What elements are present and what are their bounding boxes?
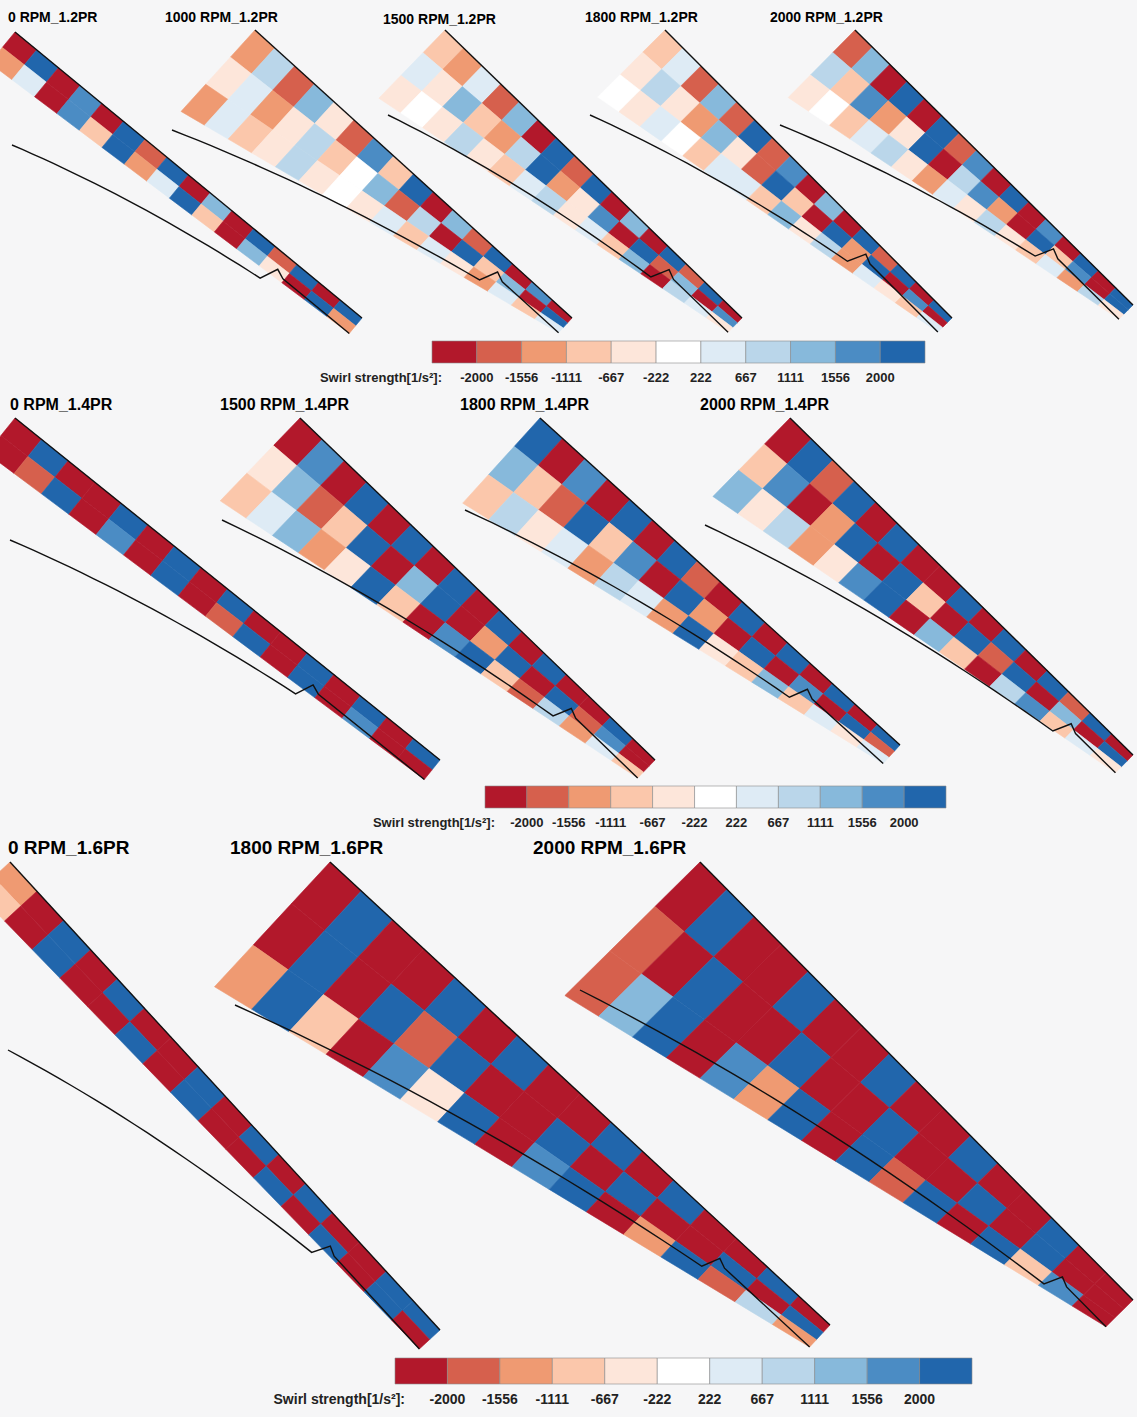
svg-text:1800 RPM_1.2PR: 1800 RPM_1.2PR — [585, 9, 698, 25]
svg-text:222: 222 — [690, 370, 712, 385]
svg-text:-222: -222 — [643, 370, 669, 385]
svg-text:1556: 1556 — [848, 815, 877, 830]
svg-text:1556: 1556 — [852, 1391, 883, 1407]
svg-text:-222: -222 — [682, 815, 708, 830]
svg-text:-1556: -1556 — [482, 1391, 518, 1407]
svg-text:-667: -667 — [598, 370, 624, 385]
svg-text:1111: 1111 — [800, 1391, 829, 1407]
svg-text:222: 222 — [726, 815, 748, 830]
svg-text:-1111: -1111 — [551, 370, 582, 385]
svg-text:Swirl strength[1/s²]:: Swirl strength[1/s²]: — [320, 370, 442, 385]
svg-text:-1111: -1111 — [595, 815, 626, 830]
svg-text:-667: -667 — [591, 1391, 619, 1407]
svg-text:-667: -667 — [640, 815, 666, 830]
svg-text:-2000: -2000 — [460, 370, 493, 385]
svg-text:2000 RPM_1.6PR: 2000 RPM_1.6PR — [533, 837, 686, 858]
svg-text:1800 RPM_1.6PR: 1800 RPM_1.6PR — [230, 837, 383, 858]
svg-text:1800 RPM_1.4PR: 1800 RPM_1.4PR — [460, 396, 589, 413]
svg-text:667: 667 — [735, 370, 757, 385]
svg-text:2000: 2000 — [904, 1391, 935, 1407]
svg-text:2000 RPM_1.4PR: 2000 RPM_1.4PR — [700, 396, 829, 413]
svg-text:Swirl strength[1/s²]:: Swirl strength[1/s²]: — [373, 815, 495, 830]
svg-text:1500 RPM_1.4PR: 1500 RPM_1.4PR — [220, 396, 349, 413]
svg-text:1111: 1111 — [807, 815, 834, 830]
svg-text:0 RPM_1.6PR: 0 RPM_1.6PR — [8, 837, 130, 858]
svg-text:2000: 2000 — [890, 815, 919, 830]
svg-text:1500 RPM_1.2PR: 1500 RPM_1.2PR — [383, 11, 496, 27]
svg-text:1556: 1556 — [821, 370, 850, 385]
svg-text:667: 667 — [768, 815, 790, 830]
svg-text:Swirl strength[1/s²]:: Swirl strength[1/s²]: — [274, 1391, 405, 1407]
svg-text:-2000: -2000 — [430, 1391, 466, 1407]
svg-text:0 RPM_1.2PR: 0 RPM_1.2PR — [8, 9, 97, 25]
svg-text:667: 667 — [751, 1391, 775, 1407]
svg-text:-1556: -1556 — [505, 370, 538, 385]
svg-text:2000 RPM_1.2PR: 2000 RPM_1.2PR — [770, 9, 883, 25]
svg-text:222: 222 — [698, 1391, 722, 1407]
svg-text:0 RPM_1.4PR: 0 RPM_1.4PR — [10, 396, 113, 413]
svg-text:-1111: -1111 — [536, 1391, 570, 1407]
svg-text:-1556: -1556 — [552, 815, 585, 830]
svg-text:-222: -222 — [643, 1391, 671, 1407]
svg-text:2000: 2000 — [866, 370, 895, 385]
svg-text:1111: 1111 — [777, 370, 804, 385]
svg-text:1000 RPM_1.2PR: 1000 RPM_1.2PR — [165, 9, 278, 25]
svg-text:-2000: -2000 — [510, 815, 543, 830]
